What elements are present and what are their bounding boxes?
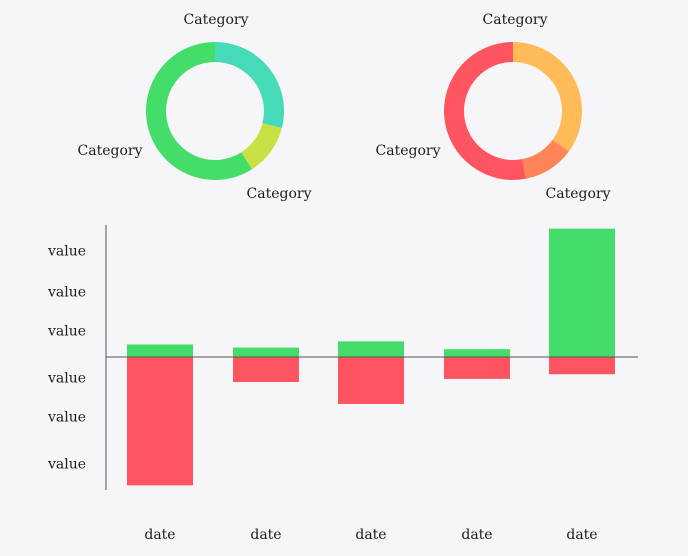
donut-2-slice-2 <box>522 139 569 179</box>
donut-1-slice-3-label: Category <box>247 186 312 202</box>
x-tick-label-5: date <box>566 527 597 543</box>
donut-1-slice-1 <box>215 41 284 129</box>
donut-1-slice-2 <box>241 123 282 170</box>
waterfall-bar-chart: value value value value value value date date da… <box>47 225 638 543</box>
y-tick-label-4: value <box>47 370 86 386</box>
donut-1-slice-3 <box>145 42 252 180</box>
y-tick-label-2: value <box>47 284 86 300</box>
x-tick-label-2: date <box>250 527 281 543</box>
x-tick-label-1: date <box>144 527 175 543</box>
x-tick-label-4: date <box>461 527 492 543</box>
bar-negative-2 <box>233 357 299 383</box>
y-tick-label-1: value <box>47 244 86 260</box>
donut-chart-right: Category Category Category <box>376 12 611 202</box>
donut-2-slice-1 <box>513 42 582 152</box>
bar-positive-3 <box>338 341 404 357</box>
donut-1-slice-1-label: Category <box>184 12 249 28</box>
x-tick-label-3: date <box>355 527 386 543</box>
y-tick-label-6: value <box>47 456 86 472</box>
donut-1-slice-2-label: Category <box>78 143 143 159</box>
bar-negative-5 <box>549 357 615 375</box>
donut-2-slice-3-label: Category <box>546 186 611 202</box>
donut-2-slice-1-label: Category <box>483 12 548 28</box>
donut-2-slice-3 <box>444 42 526 180</box>
bar-negative-1 <box>127 357 193 486</box>
bar-negative-4 <box>444 357 510 379</box>
donut-2-slice-2-label: Category <box>376 143 441 159</box>
y-tick-label-5: value <box>47 409 86 425</box>
donut-chart-left: Category Category Category <box>78 12 312 202</box>
bar-negative-3 <box>338 357 404 404</box>
y-tick-label-3: value <box>47 323 86 339</box>
bar-positive-5 <box>549 228 615 357</box>
bar-positive-2 <box>233 347 299 357</box>
bar-positive-4 <box>444 349 510 357</box>
bar-positive-1 <box>127 344 193 357</box>
